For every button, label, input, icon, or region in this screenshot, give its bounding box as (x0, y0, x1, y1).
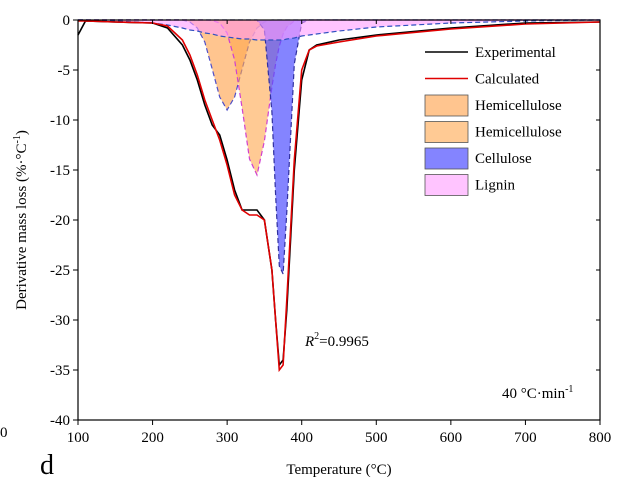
y-tick-label: -25 (50, 263, 70, 279)
r2-note: R2=0.9965 (304, 331, 369, 350)
rate-note: 40 °C·min-1 (502, 384, 573, 402)
series-line (77, 20, 601, 368)
y-tick-label: -35 (50, 363, 70, 379)
y-tick-label: 0 (63, 13, 71, 29)
x-axis-label: Temperature (°C) (286, 462, 391, 478)
x-tick-label: 300 (216, 430, 239, 446)
edge-fragment: 0 (0, 425, 8, 441)
panel-label: d (40, 450, 54, 481)
y-tick-label: -10 (50, 113, 70, 129)
x-tick-label: 700 (514, 430, 537, 446)
r2-r: R (304, 334, 314, 350)
component-outline (78, 19, 600, 112)
legend-swatch (424, 94, 469, 117)
legend-label: Experimental (475, 45, 556, 61)
component-outline (78, 19, 601, 41)
legend-label: Hemicellulose (475, 98, 562, 114)
y-label-text: Derivative mass loss (%·°C (14, 143, 30, 309)
y-label-sup: -1 (12, 135, 23, 143)
rate-text: 40 °C·min (502, 386, 566, 402)
r2-value: =0.9965 (319, 334, 369, 350)
rate-sup: -1 (565, 384, 573, 395)
legend-label: Calculated (475, 72, 540, 88)
legend-swatch (424, 121, 469, 143)
r2-sup: 2 (314, 331, 319, 342)
x-tick-label: 400 (290, 430, 313, 446)
legend-label: Cellulose (475, 151, 532, 167)
x-tick-label: 600 (440, 430, 463, 446)
component-area (78, 20, 600, 110)
legend-swatch (424, 174, 469, 196)
legend-swatch (424, 147, 469, 170)
component-area (78, 20, 600, 40)
x-tick-label: 100 (67, 430, 90, 446)
y-tick-label: -40 (50, 413, 70, 429)
y-axis-label: Derivative mass loss (%·°C-1) (12, 130, 30, 310)
legend-label: Hemicellulose (475, 125, 562, 141)
x-tick-label: 500 (365, 430, 388, 446)
series-line (78, 20, 601, 373)
y-tick-label: -5 (58, 63, 71, 79)
y-label-end: ) (14, 130, 30, 135)
legend-label: Lignin (475, 178, 515, 194)
x-tick-label: 200 (141, 430, 164, 446)
y-tick-label: -15 (50, 163, 70, 179)
y-tick-label: -20 (50, 213, 70, 229)
x-tick-label: 800 (589, 430, 612, 446)
y-tick-label: -30 (50, 313, 70, 329)
